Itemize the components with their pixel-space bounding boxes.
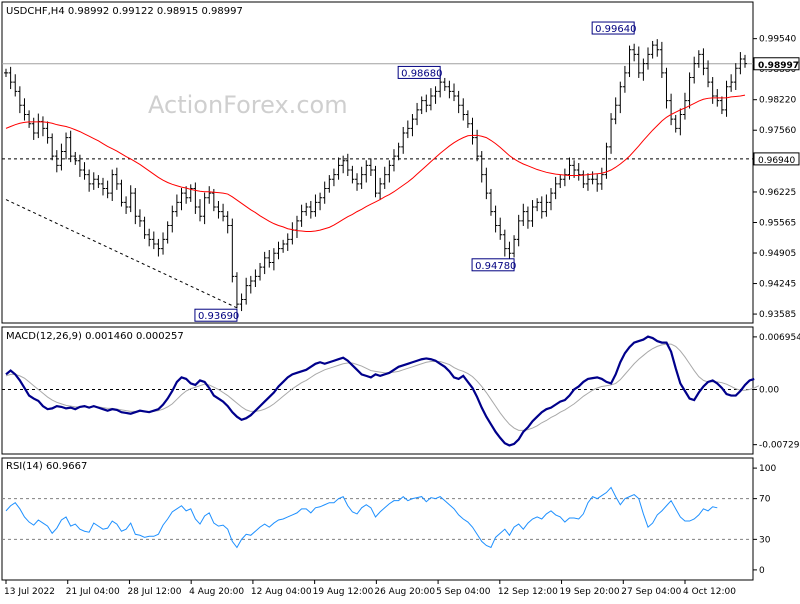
- time-tick-label: 5 Sep 04:00: [436, 587, 491, 597]
- time-tick-label: 21 Jul 04:00: [66, 587, 120, 597]
- price-axis-tick-label: 0.97560: [759, 126, 796, 136]
- level-label-box: [397, 65, 441, 79]
- rsi-panel: [1, 457, 754, 581]
- macd-layer: [2, 335, 760, 447]
- price-axis-tick-label: 0.94905: [759, 249, 796, 259]
- level-label-box: [591, 21, 635, 35]
- rsi-layer: [2, 486, 753, 549]
- macd-axis-tick-label: 0.00: [759, 385, 779, 395]
- time-tick-label: 19 Sep 20:00: [560, 587, 620, 597]
- macd-header: MACD(12,26,9) 0.001460 0.000257: [6, 331, 184, 342]
- price-axis-tick-label: 0.94245: [759, 280, 796, 290]
- level-label-text: 0.94780: [475, 261, 516, 272]
- support-trendline: [5, 199, 238, 309]
- watermark: ActionForex.com: [148, 91, 348, 119]
- macd-axis-tick-label: 0.006954: [759, 333, 800, 343]
- time-tick-label: 13 Jul 2022: [4, 587, 55, 597]
- macd-signal-line: [5, 343, 760, 431]
- level-label-box: [471, 258, 515, 272]
- time-tick-label: 12 Sep 12:00: [498, 587, 558, 597]
- level-label-text: 0.93690: [198, 311, 239, 322]
- time-tick-label: 27 Sep 04:00: [621, 587, 681, 597]
- time-tick-label: 4 Aug 20:00: [189, 587, 244, 597]
- rsi-axis-tick-label: 100: [759, 464, 776, 474]
- level-label-text: 0.99640: [595, 24, 636, 35]
- rsi-line: [5, 486, 718, 549]
- time-tick-label: 12 Aug 04:00: [251, 587, 312, 597]
- price-axis-tick-label: 0.96225: [759, 188, 796, 198]
- rsi-axis-tick-label: 30: [759, 535, 771, 545]
- macd-axis-tick-label: -0.007294: [759, 441, 800, 451]
- time-tick-label: 19 Aug 12:00: [313, 587, 374, 597]
- macd-panel: [1, 326, 754, 455]
- time-tick-label: 4 Oct 12:00: [683, 587, 736, 597]
- moving-average-line: [5, 94, 746, 233]
- macd-main-line: [5, 335, 755, 447]
- level-label-text: 0.98680: [401, 68, 442, 79]
- current-price-marker: [753, 57, 800, 71]
- level-marker: [753, 152, 800, 166]
- time-tick-label: 26 Aug 20:00: [374, 587, 435, 597]
- price-panel: [1, 1, 754, 324]
- price-axis-tick-label: 0.99540: [759, 35, 796, 45]
- level-marker-label: 0.96940: [758, 156, 795, 166]
- price-axis-tick-label: 0.98220: [759, 96, 796, 106]
- price-axis-tick-label: 0.95565: [759, 218, 796, 228]
- time-tick-label: 28 Jul 12:00: [127, 587, 181, 597]
- rsi-axis-tick-label: 0: [759, 566, 765, 576]
- level-label-box: [194, 308, 238, 322]
- rsi-header: RSI(14) 60.9667: [6, 461, 87, 472]
- symbol-header: USDCHF,H4 0.98992 0.99122 0.98915 0.9899…: [6, 6, 243, 17]
- price-layer: 0.93690 0.98680 0.94780 0.99640: [2, 21, 753, 322]
- current-price-marker-label: 0.98997: [758, 61, 799, 71]
- axis-layer: 0.995400.988800.982200.975600.969400.962…: [4, 35, 800, 597]
- price-axis-tick-label: 0.93585: [759, 310, 796, 320]
- rsi-axis-tick-label: 70: [759, 495, 771, 505]
